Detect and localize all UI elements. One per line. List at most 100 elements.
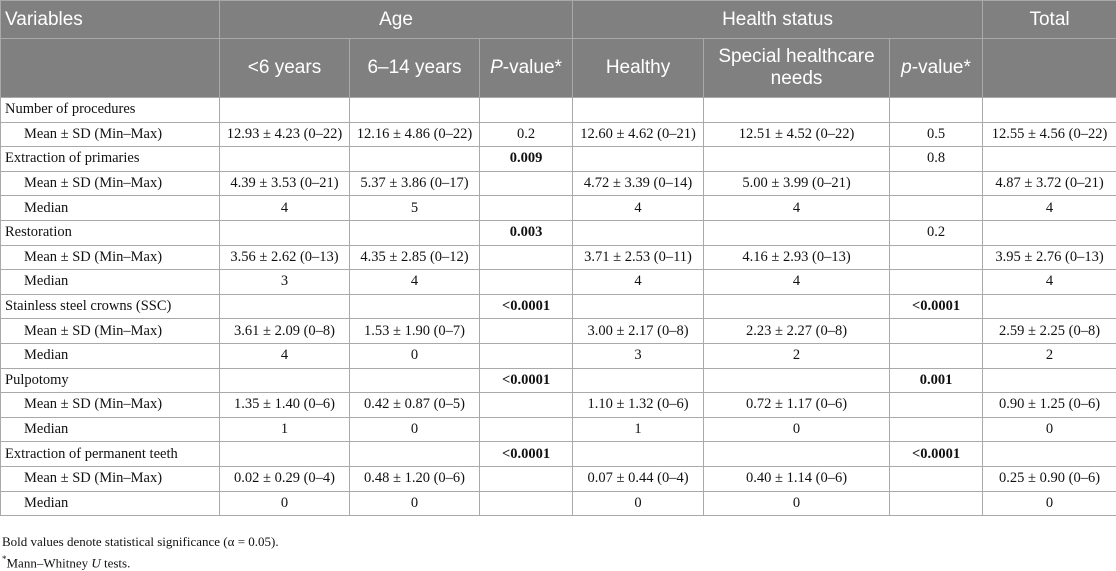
cell-healthy: 12.60 ± 4.62 (0–21) xyxy=(573,122,704,147)
cell-under-6-years: 1 xyxy=(220,417,350,442)
cell-p-value-age xyxy=(480,393,573,418)
header-total-blank xyxy=(983,39,1116,98)
cell-6-14-years: 0.42 ± 0.87 (0–5) xyxy=(350,393,480,418)
cell-p-value-health xyxy=(890,417,983,442)
header-age: Age xyxy=(220,1,573,39)
cell-healthy xyxy=(573,98,704,123)
cell-special-healthcare-needs: 12.51 ± 4.52 (0–22) xyxy=(704,122,890,147)
header-special-healthcare-needs: Special healthcare needs xyxy=(704,39,890,98)
header-healthy: Healthy xyxy=(573,39,704,98)
row-label: Median xyxy=(1,270,220,295)
footnote-u: U xyxy=(91,555,100,570)
cell-total: 4.87 ± 3.72 (0–21) xyxy=(983,171,1116,196)
header-under-6-years: <6 years xyxy=(220,39,350,98)
cell-special-healthcare-needs xyxy=(704,294,890,319)
row-label: Mean ± SD (Min–Max) xyxy=(1,171,220,196)
cell-total xyxy=(983,442,1116,467)
cell-under-6-years: 4.39 ± 3.53 (0–21) xyxy=(220,171,350,196)
cell-under-6-years: 12.93 ± 4.23 (0–22) xyxy=(220,122,350,147)
cell-p-value-health: <0.0001 xyxy=(890,442,983,467)
row-label: Mean ± SD (Min–Max) xyxy=(1,393,220,418)
cell-healthy: 0 xyxy=(573,491,704,516)
cell-p-value-health: 0.2 xyxy=(890,220,983,245)
row-label: Median xyxy=(1,417,220,442)
table-row: Mean ± SD (Min–Max)1.35 ± 1.40 (0–6)0.42… xyxy=(1,393,1116,418)
header-health-status: Health status xyxy=(573,1,983,39)
cell-p-value-age xyxy=(480,319,573,344)
cell-6-14-years: 5.37 ± 3.86 (0–17) xyxy=(350,171,480,196)
cell-healthy: 3 xyxy=(573,343,704,368)
cell-p-value-age xyxy=(480,98,573,123)
cell-6-14-years: 12.16 ± 4.86 (0–22) xyxy=(350,122,480,147)
cell-total: 0.90 ± 1.25 (0–6) xyxy=(983,393,1116,418)
cell-6-14-years: 0 xyxy=(350,343,480,368)
cell-p-value-health xyxy=(890,466,983,491)
cell-p-value-health xyxy=(890,98,983,123)
cell-special-healthcare-needs xyxy=(704,442,890,467)
cell-total: 0 xyxy=(983,417,1116,442)
cell-total xyxy=(983,147,1116,172)
cell-special-healthcare-needs: 0 xyxy=(704,417,890,442)
cell-total xyxy=(983,368,1116,393)
cell-under-6-years xyxy=(220,98,350,123)
cell-p-value-health xyxy=(890,171,983,196)
cell-6-14-years xyxy=(350,442,480,467)
cell-special-healthcare-needs: 5.00 ± 3.99 (0–21) xyxy=(704,171,890,196)
cell-special-healthcare-needs: 4 xyxy=(704,270,890,295)
footnote-mw-post: tests. xyxy=(101,555,131,570)
cell-special-healthcare-needs: 0.40 ± 1.14 (0–6) xyxy=(704,466,890,491)
cell-p-value-age: 0.003 xyxy=(480,220,573,245)
table-group-row: Extraction of permanent teeth<0.0001<0.0… xyxy=(1,442,1116,467)
cell-total xyxy=(983,294,1116,319)
cell-healthy xyxy=(573,442,704,467)
table-row: Mean ± SD (Min–Max)3.61 ± 2.09 (0–8)1.53… xyxy=(1,319,1116,344)
cell-6-14-years: 0 xyxy=(350,417,480,442)
cell-healthy: 4 xyxy=(573,270,704,295)
footnote-mw-pre: Mann–Whitney xyxy=(7,555,92,570)
row-label: Mean ± SD (Min–Max) xyxy=(1,245,220,270)
cell-under-6-years xyxy=(220,147,350,172)
cell-6-14-years: 5 xyxy=(350,196,480,221)
procedures-table: Variables Age Health status Total <6 yea… xyxy=(0,0,1116,516)
cell-under-6-years: 3.61 ± 2.09 (0–8) xyxy=(220,319,350,344)
header-variables-blank xyxy=(1,39,220,98)
cell-healthy xyxy=(573,368,704,393)
cell-6-14-years xyxy=(350,220,480,245)
row-label: Extraction of primaries xyxy=(1,147,220,172)
cell-total: 0.25 ± 0.90 (0–6) xyxy=(983,466,1116,491)
cell-healthy xyxy=(573,220,704,245)
cell-special-healthcare-needs: 0.72 ± 1.17 (0–6) xyxy=(704,393,890,418)
row-label: Stainless steel crowns (SSC) xyxy=(1,294,220,319)
cell-under-6-years: 0 xyxy=(220,491,350,516)
table-header: Variables Age Health status Total <6 yea… xyxy=(1,1,1116,98)
cell-p-value-health: 0.001 xyxy=(890,368,983,393)
cell-6-14-years: 0.48 ± 1.20 (0–6) xyxy=(350,466,480,491)
cell-p-value-age xyxy=(480,245,573,270)
cell-p-value-age xyxy=(480,171,573,196)
cell-healthy: 4.72 ± 3.39 (0–14) xyxy=(573,171,704,196)
footnote-bold: Bold values denote statistical significa… xyxy=(2,534,279,550)
cell-6-14-years xyxy=(350,98,480,123)
cell-under-6-years xyxy=(220,368,350,393)
p-value-suffix: -value* xyxy=(912,57,971,78)
cell-special-healthcare-needs: 4 xyxy=(704,196,890,221)
cell-under-6-years xyxy=(220,220,350,245)
header-total: Total xyxy=(983,1,1116,39)
cell-p-value-age xyxy=(480,196,573,221)
cell-under-6-years: 3 xyxy=(220,270,350,295)
row-label: Median xyxy=(1,343,220,368)
row-label: Pulpotomy xyxy=(1,368,220,393)
cell-p-value-health xyxy=(890,491,983,516)
row-label: Number of procedures xyxy=(1,98,220,123)
cell-p-value-health xyxy=(890,343,983,368)
row-label: Mean ± SD (Min–Max) xyxy=(1,466,220,491)
footnote-mann-whitney: *Mann–Whitney U tests. xyxy=(2,554,130,571)
cell-under-6-years xyxy=(220,294,350,319)
cell-p-value-age xyxy=(480,491,573,516)
cell-special-healthcare-needs xyxy=(704,147,890,172)
